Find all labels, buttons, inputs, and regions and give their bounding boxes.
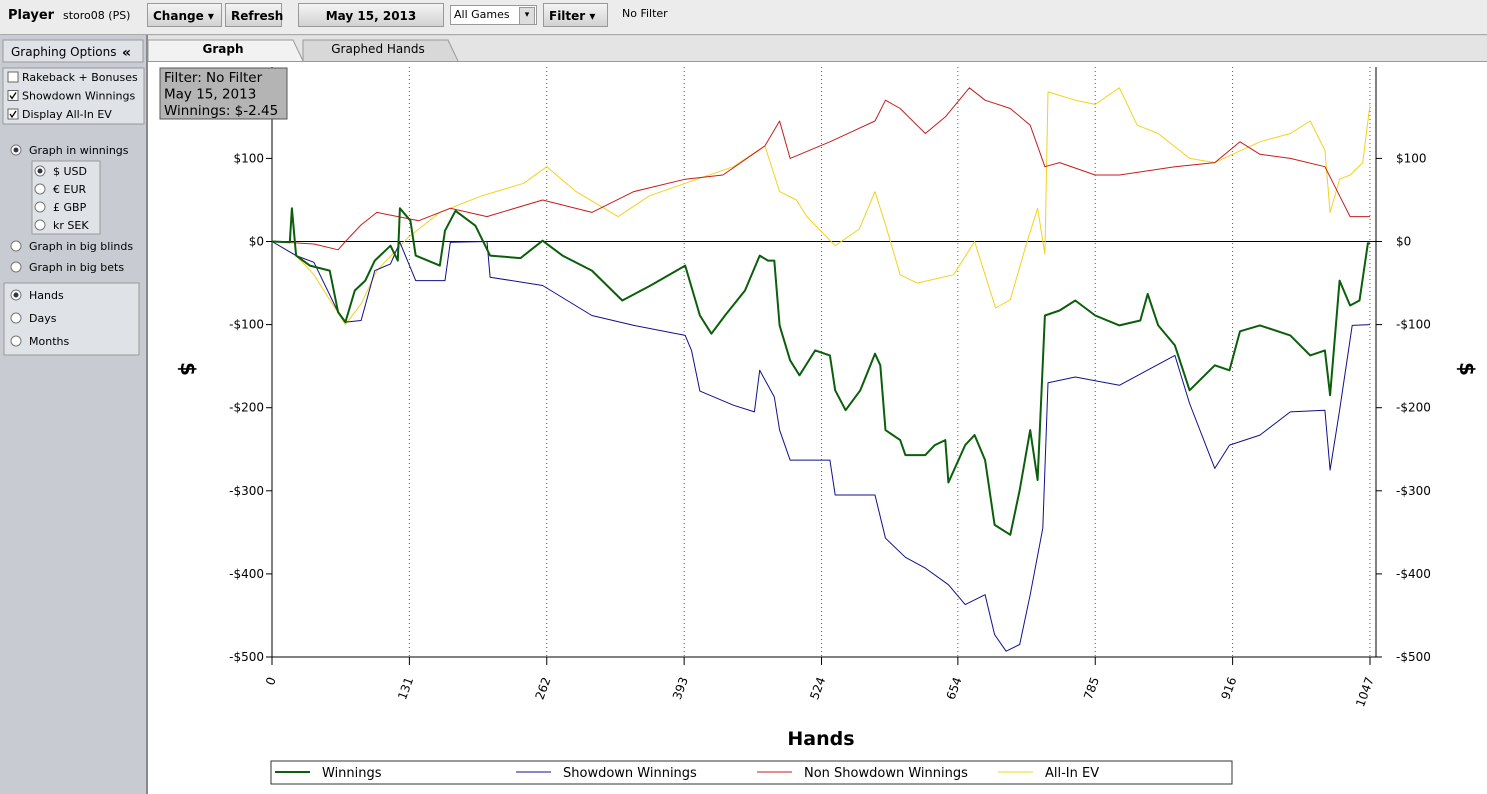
legend	[270, 760, 1233, 785]
y2-tick-label: -$100	[1396, 318, 1431, 332]
info-line: May 15, 2013	[164, 87, 256, 103]
tab[interactable]	[302, 39, 459, 62]
info-box	[159, 67, 288, 120]
radio[interactable]	[10, 335, 22, 347]
y-tick-label: -$500	[229, 650, 264, 664]
x-tick-label: 524	[807, 675, 828, 701]
tab[interactable]	[147, 39, 304, 62]
series-line	[271, 87, 1371, 326]
period-group	[3, 282, 140, 356]
radio[interactable]	[10, 240, 22, 252]
x-tick-label: 916	[1218, 675, 1239, 701]
mode-label: Graph in big blinds	[29, 240, 133, 253]
y2-tick-label: $0	[1396, 235, 1411, 249]
chart-panel	[148, 36, 1487, 794]
checkbox[interactable]	[7, 71, 19, 83]
checkbox-label: Showdown Winnings	[22, 90, 136, 103]
currency-label: £ GBP	[53, 201, 87, 214]
legend-label: Non Showdown Winnings	[804, 766, 968, 781]
y2-axis-label: $	[1455, 362, 1479, 376]
player-name: storo08 (PS)	[63, 9, 131, 22]
info-line: Winnings: $-2.45	[164, 103, 278, 119]
legend-label: Showdown Winnings	[563, 766, 697, 781]
series-line	[271, 87, 1370, 251]
date-button[interactable]: May 15, 2013	[298, 3, 444, 27]
period-label: Months	[29, 335, 69, 348]
legend-label: All-In EV	[1045, 766, 1099, 781]
y2-tick-label: -$500	[1396, 650, 1431, 664]
radio-dot	[37, 168, 43, 174]
currency-label: $ USD	[53, 165, 87, 178]
check-mark	[9, 92, 17, 100]
games-select[interactable]: All Games ▾	[450, 5, 537, 25]
radio[interactable]	[34, 183, 46, 195]
x-tick-label: 0	[263, 675, 279, 687]
y2-tick-label: -$400	[1396, 567, 1431, 581]
y-tick-label: -$200	[229, 401, 264, 415]
collapse-icon[interactable]: «	[122, 45, 131, 61]
y2-tick-label: -$200	[1396, 401, 1431, 415]
x-tick-label: 131	[395, 675, 416, 701]
mode-label: Graph in big bets	[29, 261, 124, 274]
check-mark	[9, 110, 17, 119]
radio[interactable]	[34, 219, 46, 231]
y2-tick-label: $100	[1396, 151, 1427, 165]
radio[interactable]	[10, 261, 22, 273]
x-tick-label: 393	[670, 675, 691, 701]
tab-label: Graph	[203, 42, 244, 56]
sidebar-header	[2, 39, 144, 63]
radio[interactable]	[34, 201, 46, 213]
change-button[interactable]: Change ▾	[147, 3, 222, 27]
info-line: Filter: No Filter	[164, 70, 263, 86]
period-label: Days	[29, 312, 57, 325]
radio-dot	[13, 147, 19, 153]
checkbox-label: Display All-In EV	[22, 108, 112, 121]
x-axis-label: Hands	[787, 728, 854, 750]
legend-label: Winnings	[322, 766, 382, 781]
dropdown-arrow: ▾	[519, 7, 535, 25]
x-tick-label: 785	[1081, 675, 1102, 701]
radio[interactable]	[10, 312, 22, 324]
filter-button[interactable]: Filter ▾	[543, 3, 608, 27]
refresh-button[interactable]: Refresh	[225, 3, 283, 27]
checkbox[interactable]	[7, 90, 19, 101]
currency-label: € EUR	[53, 183, 86, 196]
games-text: All Games	[454, 8, 510, 21]
y-tick-label: -$100	[229, 318, 264, 332]
radio-dot	[13, 292, 19, 298]
y-axis-label: $	[176, 362, 200, 376]
sidebar-title: Graphing Options	[11, 45, 116, 59]
x-tick-label: 654	[944, 675, 965, 701]
y-tick-label: $0	[249, 235, 264, 249]
checkbox-group	[2, 67, 145, 125]
y-tick-label: $100	[233, 151, 264, 165]
period-label: Hands	[29, 289, 64, 302]
checkbox[interactable]	[7, 108, 19, 120]
player-label: Player	[8, 8, 55, 23]
y-tick-label: -$300	[229, 484, 264, 498]
change-text: Change	[153, 9, 204, 23]
series-line	[271, 207, 1371, 536]
y-tick-label: -$400	[229, 567, 264, 581]
y2-tick-label: -$300	[1396, 484, 1431, 498]
filter-status: No Filter	[622, 7, 668, 20]
x-tick-label: 262	[533, 675, 554, 701]
checkbox-label: Rakeback + Bonuses	[22, 71, 138, 84]
x-tick-label: 1047	[1353, 675, 1377, 708]
mode-label: Graph in winnings	[29, 144, 129, 157]
tab-label: Graphed Hands	[331, 42, 424, 56]
filter-text: Filter	[549, 9, 586, 23]
series-line	[271, 241, 1371, 652]
currency-label: kr SEK	[53, 219, 89, 232]
